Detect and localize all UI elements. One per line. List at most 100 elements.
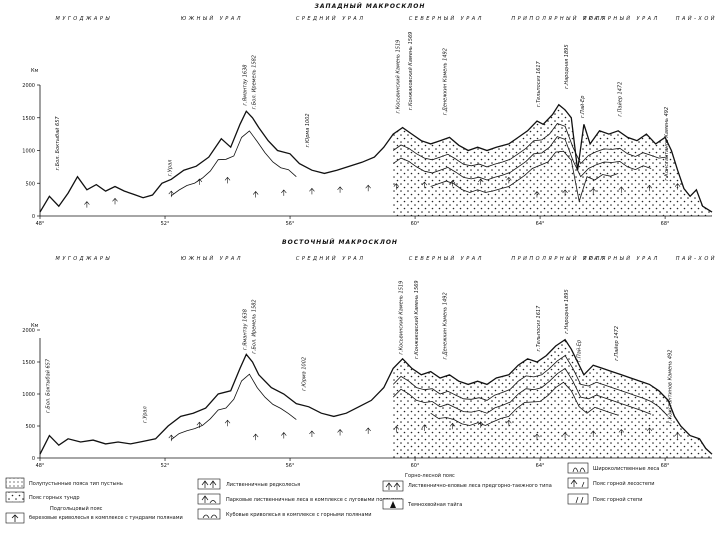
peak-label: г.Бол. Иремель 1582 <box>252 299 258 353</box>
region-label: СРЕДНИЙ УРАЛ <box>296 15 366 22</box>
x-tick-label: 56° <box>286 221 295 227</box>
tree-icon <box>337 428 343 436</box>
tree-icon <box>112 197 118 205</box>
tree-icon <box>252 191 259 198</box>
tree-icon <box>196 178 203 185</box>
legend-swatch <box>567 493 589 505</box>
spruce-icon <box>385 482 401 490</box>
peak-label: г.Косьвинский Камень 1519 <box>399 281 405 355</box>
tree-icon <box>224 176 231 184</box>
peak-label: г.Бол. Иремель 1582 <box>252 55 258 109</box>
x-tick-label: 64° <box>536 463 545 469</box>
region-label: ПРИПОЛЯРНЫЙ УРАЛ <box>511 15 606 22</box>
y-tick-label: 1500 <box>22 116 35 122</box>
tree-icon <box>281 432 287 439</box>
legend: Полупустынные пояса тип пустынь Пояс гор… <box>5 462 659 524</box>
x-tick-label: 52° <box>161 221 170 227</box>
y-tick-label: 0 <box>32 214 35 220</box>
peak-label: г.Народная 1895 <box>564 289 570 333</box>
peak-label: г.Ямантау 1638 <box>242 65 248 106</box>
region-labels: МУГОДЖАРЫ ЮЖНЫЙ УРАЛ СРЕДНИЙ УРАЛ СЕВЕРНЫЙ … <box>56 255 715 262</box>
region-label: МУГОДЖАРЫ <box>56 16 112 22</box>
peak-label: г.Урал <box>142 405 148 423</box>
legend-label: Темнохвойная тайга <box>407 501 462 508</box>
peak-label: г.Пай-Ер <box>580 96 586 118</box>
steppe-icon <box>575 496 584 504</box>
broadleaf-icon <box>572 467 586 473</box>
vegetation-belt-boundary <box>171 130 297 197</box>
y-tick-label: 500 <box>25 424 35 430</box>
peak-label: г.Конжаковский Камень 1569 <box>408 32 414 111</box>
peak-labels: г.Бол. Боктыбай 657 г.Урал г.Ямантау 1638 г… <box>45 280 673 423</box>
region-label: СРЕДНИЙ УРАЛ <box>296 255 366 262</box>
peak-label: г.Юрма 1002 <box>302 357 308 391</box>
tree-icon <box>84 201 90 208</box>
peak-label: г.Косьвинский Камень 1519 <box>395 40 401 114</box>
profile-group <box>39 338 713 458</box>
legend-swatch <box>5 477 25 489</box>
x-tick-label: 68° <box>661 221 670 227</box>
y-axis: 0 500 1000 1500 2000 <box>22 83 40 220</box>
x-tick-label: 68° <box>661 463 670 469</box>
region-label: ПОЛЯРНЫЙ УРАЛ <box>583 255 660 262</box>
y-tick-label: 1500 <box>22 360 35 366</box>
tree-icon <box>365 427 371 434</box>
legend-label: Пояс горной степи <box>593 496 642 503</box>
forest-steppe-icon <box>570 479 585 488</box>
y-axis-unit: Км <box>31 68 39 74</box>
legend-label: Пояс горной лесостепи <box>593 480 655 487</box>
region-label: МУГОДЖАРЫ <box>56 256 112 262</box>
legend-group-heading: Подгольцовый пояс <box>50 505 103 512</box>
peak-label: г.Пай-Ер <box>577 340 583 362</box>
region-label: СЕВЕРНЫЙ УРАЛ <box>409 255 484 262</box>
legend-label: Кубовые криволесья в комплексе с горными… <box>226 512 372 518</box>
region-label: ПОЛЯРНЫЙ УРАЛ <box>583 15 660 22</box>
chart-title: ЗАПАДНЫЙ МАКРОСКЛОН <box>315 2 426 10</box>
region-label: ЮЖНЫЙ УРАЛ <box>181 15 243 22</box>
tree-icon <box>309 187 315 195</box>
tree-icon <box>168 190 175 198</box>
legend-swatch <box>197 493 221 505</box>
y-tick-label: 2000 <box>22 328 35 334</box>
peak-label: г.Конжаковский Камень 1569 <box>414 280 420 359</box>
peak-label: г.Бол. Боктыбай 657 <box>45 358 51 413</box>
y-tick-label: 1000 <box>22 392 35 398</box>
vegetation-belt-boundary <box>171 373 297 440</box>
mountain-tundra-area <box>393 339 712 458</box>
y-tick-label: 500 <box>25 181 35 187</box>
larch-icon <box>201 480 217 488</box>
panel-west: ЗАПАДНЫЙ МАКРОСКЛОН МУГОДЖАРЫ ЮЖНЫЙ УРАЛ С… <box>22 2 717 227</box>
region-label: ПАЙ-ХОЙ <box>676 15 717 22</box>
profile-group <box>39 103 713 216</box>
y-tick-label: 2000 <box>22 83 35 89</box>
region-label: ПРИПОЛЯРНЫЙ УРАЛ <box>511 255 606 262</box>
x-tick-label: 48° <box>36 463 45 469</box>
y-tick-label: 0 <box>32 456 35 462</box>
legend-label: Парковые лиственничные леса в комплексе … <box>226 497 402 503</box>
elevation-profile-line <box>39 338 713 455</box>
birch-icon <box>11 514 19 522</box>
peak-label: г.Константинов Камень 492 <box>664 107 670 181</box>
x-tick-label: 48° <box>36 221 45 227</box>
x-tick-label: 60° <box>411 463 420 469</box>
mountain-tundra-area <box>393 104 712 216</box>
peak-label: г.Денежкин Камень 1492 <box>442 48 448 115</box>
peak-label: г.Тельпосиз 1617 <box>536 60 542 107</box>
region-labels: МУГОДЖАРЫ ЮЖНЫЙ УРАЛ СРЕДНИЙ УРАЛ СЕВЕРНЫЙ … <box>56 15 717 22</box>
elevation-profile-line <box>39 103 713 213</box>
tree-icon <box>196 421 203 429</box>
x-tick-label: 56° <box>286 463 295 469</box>
peak-label: г.Юрма 1002 <box>305 113 311 147</box>
peak-label: г.Пайер 1472 <box>614 326 620 361</box>
legend-swatch <box>197 478 221 490</box>
legend-label: Лиственничные редколесья <box>226 482 300 488</box>
tree-icon <box>309 430 315 437</box>
x-tick-label: 60° <box>411 221 420 227</box>
panel-east: ВОСТОЧНЫЙ МАКРОСКЛОН МУГОДЖАРЫ ЮЖНЫЙ УРАЛ… <box>22 238 715 469</box>
peak-label: г.Пайер 1472 <box>617 82 623 117</box>
tree-icon <box>337 186 343 193</box>
legend-swatch <box>197 508 221 520</box>
x-tick-label: 52° <box>161 463 170 469</box>
park-forest-icon <box>201 495 217 504</box>
